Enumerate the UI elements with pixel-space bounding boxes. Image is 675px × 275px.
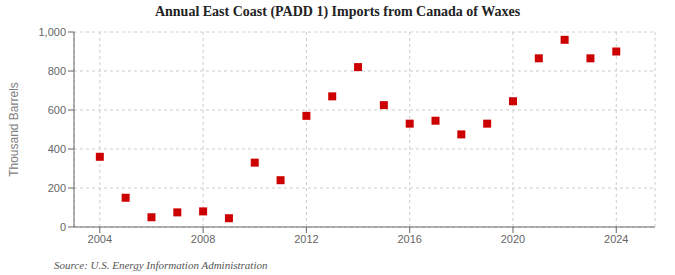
svg-text:2008: 2008 [191,233,215,245]
svg-text:600: 600 [48,104,66,116]
svg-text:800: 800 [48,65,66,77]
svg-text:2012: 2012 [294,233,318,245]
svg-text:Thousand Barrels: Thousand Barrels [8,82,21,177]
svg-text:200: 200 [48,182,66,194]
svg-text:2020: 2020 [501,233,525,245]
svg-text:400: 400 [48,143,66,155]
html-text:Annual East Coast (PADD 1) Imp: Annual East Coast (PADD 1) Imports from … [154,4,521,19]
svg-text:2004: 2004 [88,233,112,245]
svg-text:0: 0 [60,221,66,233]
svg-text:1,000: 1,000 [38,26,66,38]
svg-text:2024: 2024 [604,233,628,245]
svg-text:2016: 2016 [397,233,421,245]
html-text:Source: U.S. Energy Informatio: Source: U.S. Energy Information Administ… [54,259,268,271]
